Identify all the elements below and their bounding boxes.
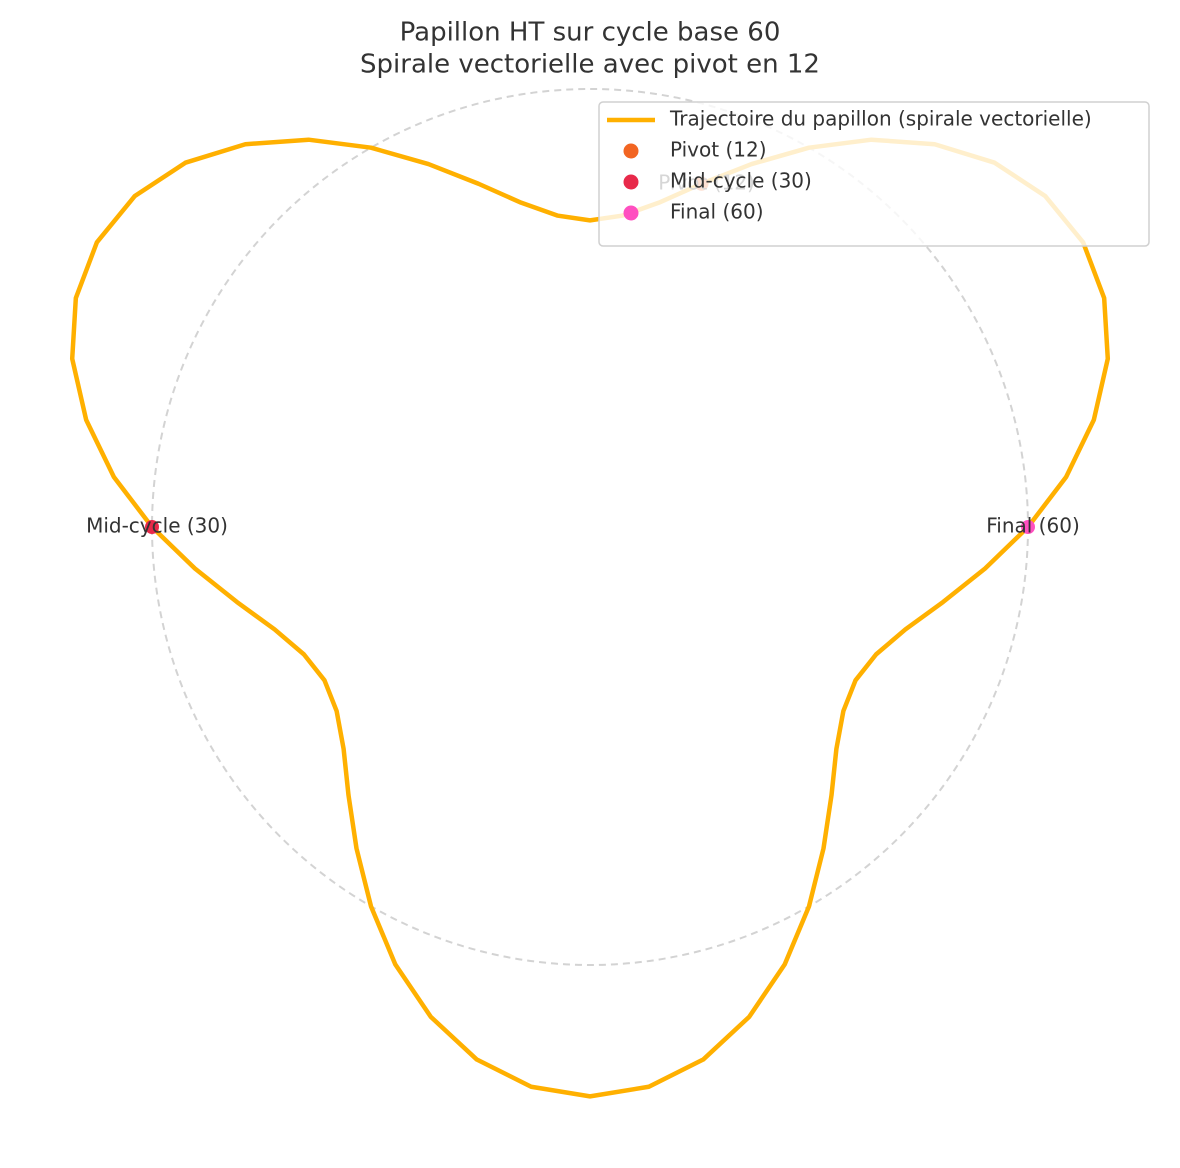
legend-label: Trajectoire du papillon (spirale vectori… bbox=[669, 107, 1092, 131]
legend: Trajectoire du papillon (spirale vectori… bbox=[598, 101, 1150, 247]
chart-subtitle: Spirale vectorielle avec pivot en 12 bbox=[360, 50, 820, 80]
legend-swatch bbox=[623, 174, 639, 190]
legend-label: Mid-cycle (30) bbox=[670, 169, 812, 193]
point-label: Mid-cycle (30) bbox=[86, 514, 228, 538]
point-label: Final (60) bbox=[986, 514, 1080, 538]
trajectory-line bbox=[69, 137, 1111, 1099]
legend-label: Pivot (12) bbox=[670, 138, 767, 162]
legend-swatch bbox=[623, 205, 639, 221]
point-marker bbox=[1021, 520, 1035, 534]
chart-title: Papillon HT sur cycle base 60 bbox=[400, 18, 781, 48]
legend-label: Final (60) bbox=[670, 200, 764, 224]
point-marker bbox=[145, 520, 159, 534]
legend-box bbox=[598, 101, 1150, 247]
legend-swatch bbox=[623, 143, 639, 159]
